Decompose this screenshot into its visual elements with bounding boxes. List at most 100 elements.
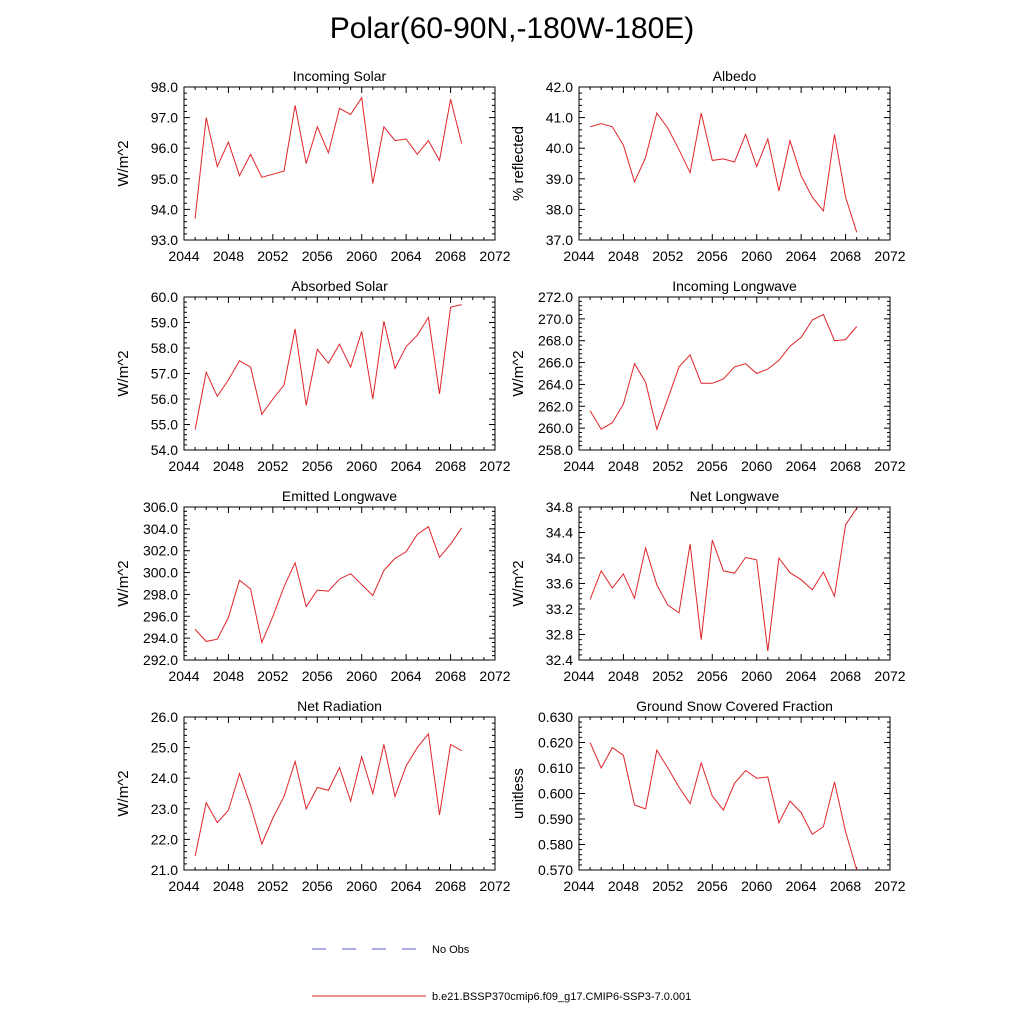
- panel-8-xtick-label: 2056: [697, 878, 728, 894]
- panel-4-xtick-label: 2052: [652, 458, 683, 474]
- panel-7-ytick-label: 21.0: [151, 862, 178, 878]
- panel-1-ytick-label: 96.0: [151, 140, 178, 156]
- panel-8-ytick-label: 0.620: [538, 735, 573, 751]
- panel-2-xtick-label: 2052: [652, 248, 683, 264]
- panel-4-series-line: [589, 313, 858, 431]
- panel-2-ytick-label: 41.0: [546, 110, 573, 126]
- panel-2-ytick-label: 37.0: [546, 232, 573, 248]
- panel-8-xtick-label: 2052: [652, 878, 683, 894]
- panel-1-xtick-label: 2068: [435, 248, 466, 264]
- panel-7-xtick-label: 2068: [435, 878, 466, 894]
- panel-3-ytick-label: 56.0: [151, 391, 178, 407]
- panel-7-xtick-label: 2048: [213, 878, 244, 894]
- panel-6-ytick-label: 32.8: [546, 627, 573, 643]
- panel-5-ytick-label: 298.0: [143, 586, 178, 602]
- panel-8-xtick-label: 2044: [563, 878, 594, 894]
- panel-7-ytick-label: 26.0: [151, 709, 178, 725]
- panel-1-xtick-label: 2060: [346, 248, 377, 264]
- panel-7-frame: [183, 716, 496, 871]
- panel-7-ytick-label: 23.0: [151, 801, 178, 817]
- panel-5-ylabel: W/m^2: [115, 560, 132, 606]
- panel-1-title: Incoming Solar: [293, 68, 387, 84]
- panel-8-xtick-label: 2068: [830, 878, 861, 894]
- panel-7-ytick-label: 22.0: [151, 831, 178, 847]
- panel-2-series-line: [589, 111, 858, 233]
- panel-4-ytick-label: 268.0: [538, 333, 573, 349]
- panel-3-ytick-label: 54.0: [151, 442, 178, 458]
- page-title: Polar(60-90N,-180W-180E): [329, 12, 695, 45]
- panel-3-frame: [183, 296, 496, 451]
- panel-2-frame: [578, 86, 891, 241]
- panel-5-ytick-label: 294.0: [143, 630, 178, 646]
- panel-8-ytick-label: 0.630: [538, 709, 573, 725]
- panel-3-xtick-label: 2048: [213, 458, 244, 474]
- panel-2-ylabel: % reflected: [510, 126, 527, 201]
- panel-2-title: Albedo: [713, 68, 757, 84]
- panel-1-ytick-label: 95.0: [151, 171, 178, 187]
- panel-2-xtick-label: 2044: [563, 248, 594, 264]
- panel-2-xtick-label: 2060: [741, 248, 772, 264]
- panel-5-xtick-label: 2060: [346, 668, 377, 684]
- panel-4-ytick-label: 272.0: [538, 289, 573, 305]
- panel-3-ylabel: W/m^2: [115, 350, 132, 396]
- panel-6-xtick-label: 2068: [830, 668, 861, 684]
- panel-3-ytick-label: 60.0: [151, 289, 178, 305]
- panel-6-ytick-label: 33.6: [546, 576, 573, 592]
- panel-6-xtick-label: 2060: [741, 668, 772, 684]
- panel-8-ytick-label: 0.580: [538, 837, 573, 853]
- panel-1-ylabel: W/m^2: [115, 140, 132, 186]
- panel-3-xtick-label: 2060: [346, 458, 377, 474]
- panel-2-xtick-label: 2064: [786, 248, 817, 264]
- panel-2-ytick-label: 40.0: [546, 140, 573, 156]
- panel-8-title: Ground Snow Covered Fraction: [636, 698, 833, 714]
- panel-4-ytick-label: 258.0: [538, 442, 573, 458]
- panel-3-xtick-label: 2068: [435, 458, 466, 474]
- panel-4-ylabel: W/m^2: [510, 350, 527, 396]
- panel-2-ytick-label: 42.0: [546, 79, 573, 95]
- panel-6-ytick-label: 34.8: [546, 499, 573, 515]
- panel-4-xtick-label: 2048: [608, 458, 639, 474]
- panel-8-xtick-label: 2060: [741, 878, 772, 894]
- panel-1-ytick-label: 97.0: [151, 110, 178, 126]
- panel-5-xtick-label: 2056: [302, 668, 333, 684]
- panel-1-series-line: [194, 96, 463, 219]
- panel-6-xtick-label: 2064: [786, 668, 817, 684]
- panel-3-ytick-label: 58.0: [151, 340, 178, 356]
- panel-6-series-line: [589, 508, 858, 652]
- panel-5-ytick-label: 292.0: [143, 652, 178, 668]
- panel-1-ytick-label: 94.0: [151, 201, 178, 217]
- panel-6-ytick-label: 33.2: [546, 601, 573, 617]
- panel-3-ytick-label: 57.0: [151, 366, 178, 382]
- panel-5-frame: [183, 506, 496, 661]
- panel-7-ytick-label: 25.0: [151, 740, 178, 756]
- panel-6-ytick-label: 34.0: [546, 550, 573, 566]
- panel-6-ylabel: W/m^2: [510, 560, 527, 606]
- panel-6-xtick-label: 2072: [874, 668, 905, 684]
- panel-4-ytick-label: 260.0: [538, 420, 573, 436]
- panel-2-xtick-label: 2072: [874, 248, 905, 264]
- panel-5-ytick-label: 306.0: [143, 499, 178, 515]
- panel-5-series-line: [194, 525, 463, 645]
- panel-8-frame: [578, 716, 891, 871]
- panel-8-ylabel: unitless: [510, 768, 527, 819]
- panel-4-xtick-label: 2060: [741, 458, 772, 474]
- legend-obs-label: No Obs: [432, 944, 470, 956]
- panel-3-ytick-label: 55.0: [151, 417, 178, 433]
- panel-8-xtick-label: 2072: [874, 878, 905, 894]
- panel-4-title: Incoming Longwave: [672, 278, 797, 294]
- panel-1-xtick-label: 2056: [302, 248, 333, 264]
- panel-1-xtick-label: 2072: [479, 248, 510, 264]
- panel-2-xtick-label: 2056: [697, 248, 728, 264]
- panel-4-xtick-label: 2056: [697, 458, 728, 474]
- panel-3-title: Absorbed Solar: [291, 278, 388, 294]
- panel-5-xtick-label: 2064: [391, 668, 422, 684]
- panel-3-xtick-label: 2056: [302, 458, 333, 474]
- panel-4-ytick-label: 270.0: [538, 311, 573, 327]
- panel-8-ytick-label: 0.570: [538, 862, 573, 878]
- panel-3-xtick-label: 2072: [479, 458, 510, 474]
- panel-8-xtick-label: 2064: [786, 878, 817, 894]
- panel-3-ytick-label: 59.0: [151, 315, 178, 331]
- panel-7-ylabel: W/m^2: [115, 770, 132, 816]
- panel-7-xtick-label: 2052: [257, 878, 288, 894]
